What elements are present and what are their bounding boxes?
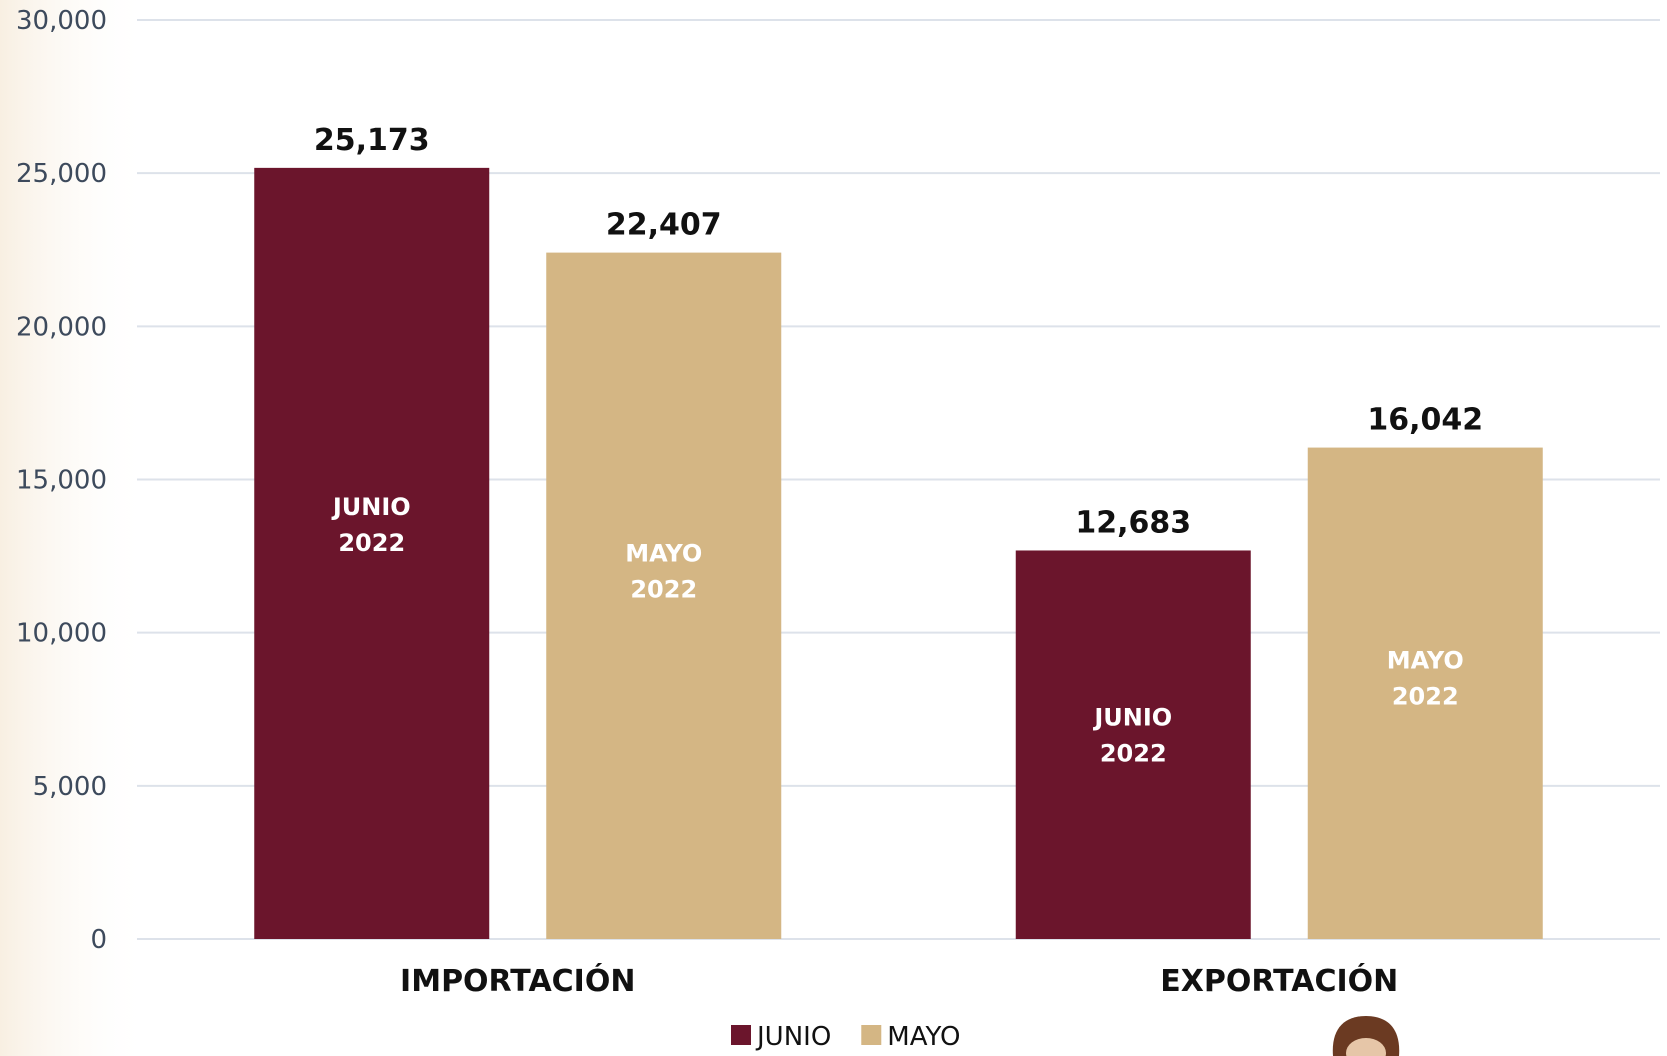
bar-inner-label: JUNIO: [331, 493, 411, 521]
category-label: IMPORTACIÓN: [400, 962, 635, 999]
legend-label: MAYO: [887, 1022, 960, 1052]
y-tick-label: 20,000: [16, 312, 107, 342]
bar-inner-label: MAYO: [625, 539, 702, 567]
bar: [1307, 447, 1543, 939]
y-axis: 0 5,000 10,000 15,000 20,000 25,000 30,000: [16, 6, 107, 955]
category-label: EXPORTACIÓN: [1160, 962, 1398, 999]
y-tick-label: 0: [90, 925, 107, 955]
bar-inner-label: 2022: [1392, 683, 1459, 711]
bar: [254, 167, 490, 940]
bar: [546, 252, 782, 940]
bar-inner-label: 2022: [1100, 739, 1167, 767]
y-tick-label: 5,000: [33, 772, 107, 802]
bar-inner-label: MAYO: [1387, 647, 1464, 675]
x-axis: IMPORTACIÓN EXPORTACIÓN: [400, 962, 1398, 999]
bar-inner-label: 2022: [338, 529, 405, 557]
bar-inner-label: 2022: [630, 575, 697, 603]
legend: JUNIO MAYO: [731, 1022, 960, 1052]
data-labels: 25,173 JUNIO 2022 22,407 MAYO 2022 12,683 JUNIO…: [314, 123, 1483, 767]
legend-swatch: [731, 1025, 751, 1045]
value-label: 12,683: [1075, 505, 1191, 540]
value-label: 16,042: [1367, 403, 1483, 438]
background-watermark: [0, 0, 150, 1056]
legend-swatch: [861, 1025, 882, 1045]
legend-label: JUNIO: [755, 1022, 831, 1052]
value-label: 22,407: [606, 208, 722, 243]
bars: [254, 167, 1543, 940]
y-tick-label: 30,000: [16, 6, 107, 36]
bar: [1015, 550, 1251, 939]
y-tick-label: 25,000: [16, 159, 107, 189]
y-tick-label: 10,000: [16, 619, 107, 649]
portrait-icon: [1332, 1016, 1400, 1056]
y-tick-label: 15,000: [16, 466, 107, 496]
bar-inner-label: JUNIO: [1092, 703, 1172, 731]
value-label: 25,173: [314, 123, 430, 158]
